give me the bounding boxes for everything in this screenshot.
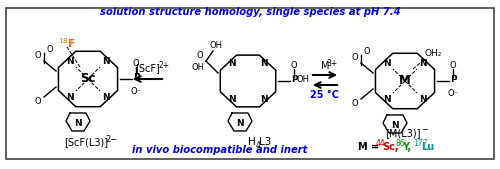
Text: N: N	[228, 94, 236, 103]
Text: OH: OH	[192, 63, 204, 71]
Text: N: N	[102, 92, 110, 102]
Text: solution structure homology, single species at pH 7.4: solution structure homology, single spec…	[100, 7, 401, 17]
Text: P: P	[290, 75, 298, 83]
Text: 177: 177	[413, 139, 428, 149]
Text: N: N	[383, 58, 391, 67]
Text: N: N	[74, 118, 82, 127]
Text: P: P	[450, 75, 456, 83]
Text: O: O	[364, 46, 370, 55]
Text: OH₂: OH₂	[424, 49, 442, 57]
Text: O: O	[450, 61, 456, 69]
Text: Sc: Sc	[80, 73, 96, 86]
Text: L3: L3	[259, 137, 271, 147]
Text: N: N	[260, 58, 268, 67]
Text: O: O	[46, 44, 54, 54]
Text: O⁻: O⁻	[130, 87, 141, 95]
Text: 2−: 2−	[106, 135, 118, 143]
Text: Lu: Lu	[421, 142, 434, 152]
Text: N: N	[66, 92, 74, 102]
Text: O: O	[34, 98, 42, 106]
Text: 2+: 2+	[158, 61, 170, 69]
Text: OH: OH	[210, 41, 222, 50]
Text: O: O	[290, 61, 298, 69]
Text: [ScF(L3)]: [ScF(L3)]	[64, 137, 108, 147]
Text: M: M	[321, 61, 329, 71]
Text: N: N	[236, 118, 244, 127]
Text: 86: 86	[396, 139, 406, 149]
Text: N: N	[102, 56, 110, 66]
Bar	[6, 8, 494, 159]
Text: M: M	[399, 75, 411, 88]
Text: O: O	[34, 52, 42, 61]
Text: N: N	[391, 120, 399, 129]
Text: N: N	[383, 94, 391, 103]
Text: 4: 4	[256, 140, 260, 150]
Text: N: N	[419, 58, 427, 67]
Text: O: O	[352, 100, 358, 108]
Text: −: −	[422, 126, 428, 135]
Text: [M(L3)]: [M(L3)]	[385, 128, 421, 138]
Text: M =: M =	[358, 142, 379, 152]
Text: N: N	[260, 94, 268, 103]
Text: P: P	[132, 73, 140, 81]
Text: Y,: Y,	[402, 142, 411, 152]
Text: O⁻: O⁻	[448, 89, 458, 98]
Text: OH: OH	[296, 75, 310, 83]
Text: Sc,: Sc,	[382, 142, 398, 152]
Text: H: H	[248, 137, 256, 147]
Text: 44: 44	[376, 139, 386, 149]
Text: [ScF]: [ScF]	[136, 63, 160, 73]
Text: 3+: 3+	[326, 58, 338, 67]
Text: N: N	[419, 94, 427, 103]
Text: N: N	[228, 58, 236, 67]
Text: $^{18}$F: $^{18}$F	[58, 36, 76, 50]
Text: O: O	[132, 58, 140, 67]
Text: O: O	[196, 51, 203, 59]
Text: O: O	[352, 54, 358, 63]
Text: N: N	[66, 56, 74, 66]
Text: 25 °C: 25 °C	[310, 90, 340, 100]
Text: in vivo biocompatible and inert: in vivo biocompatible and inert	[132, 145, 308, 155]
